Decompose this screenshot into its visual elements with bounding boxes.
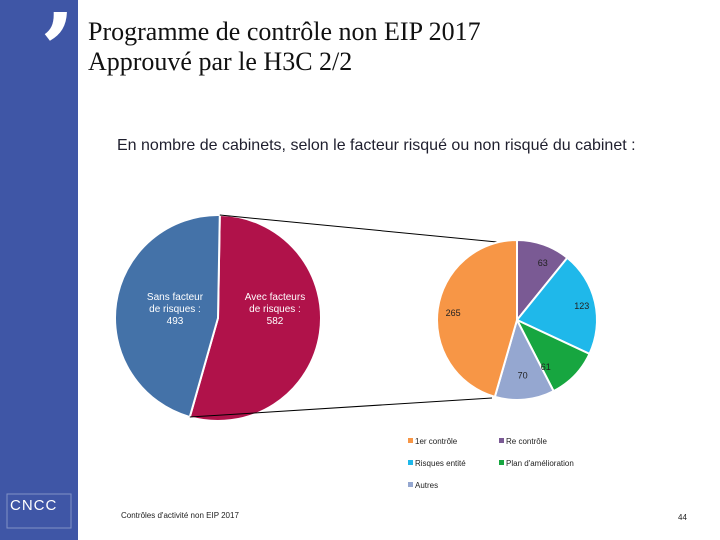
- page-number: 44: [678, 513, 687, 522]
- label-sans-facteur: Sans facteur de risques :493: [147, 292, 204, 327]
- label-avec-facteurs: Avec facteurs de risques :582: [245, 292, 305, 327]
- sidebar-band: [0, 0, 78, 540]
- legend-swatch-risques-entit-: [408, 460, 413, 465]
- pie-slice-avec-facteurs: [188, 213, 322, 422]
- label-avec-facteurs-line: 582: [267, 316, 284, 327]
- legend-label-risques-entit-: Risques entité: [415, 459, 466, 468]
- page-title: Programme de contrôle non EIP 2017 Appro…: [88, 17, 648, 77]
- cncc-logo: [6, 493, 72, 529]
- chart-subtitle: En nombre de cabinets, selon le facteur …: [117, 137, 636, 154]
- data-label-re-contr-le: 63: [538, 258, 548, 268]
- legend-label-1er-contr-le: 1er contrôle: [415, 437, 458, 446]
- connector-line-bottom: [189, 397, 493, 418]
- label-avec-facteurs-line: de risques :: [249, 304, 301, 315]
- label-sans-facteur-line: Sans facteur: [147, 292, 204, 303]
- legend-swatch-re-contr-le: [499, 438, 504, 443]
- logo-text: CNCC: [10, 497, 58, 514]
- data-label-plan-d-am-lioration: 61: [541, 362, 551, 372]
- label-sans-facteur-line: 493: [167, 316, 184, 327]
- pie-slice-1er-contr-le: [436, 238, 518, 399]
- legend-swatch-autres: [408, 482, 413, 487]
- legend-swatch-1er-contr-le: [408, 438, 413, 443]
- label-avec-facteurs-line: Avec facteurs: [245, 292, 305, 303]
- footer-text: Contrôles d'activité non EIP 2017: [121, 511, 239, 520]
- legend-swatch-plan-d-am-lioration: [499, 460, 504, 465]
- title-line-2: Approuvé par le H3C 2/2: [88, 47, 353, 76]
- pie-slice-sans-facteur: [114, 214, 221, 419]
- legend-label-re-contr-le: Re contrôle: [506, 437, 547, 446]
- quote-mark-icon: ’: [40, 0, 75, 109]
- pie-slice-autres: [493, 317, 555, 401]
- title-line-1: Programme de contrôle non EIP 2017: [88, 17, 481, 46]
- legend-label-plan-d-am-lioration: Plan d'amélioration: [506, 459, 574, 468]
- pie-slice-risques-entit-: [515, 256, 598, 356]
- data-label-autres: 70: [518, 370, 528, 380]
- connector-line-top: [219, 214, 498, 243]
- data-label-risques-entit-: 123: [574, 301, 589, 311]
- data-label-1er-contr-le: 265: [446, 308, 461, 318]
- label-sans-facteur-line: de risques :: [149, 304, 201, 315]
- legend-label-autres: Autres: [415, 481, 438, 490]
